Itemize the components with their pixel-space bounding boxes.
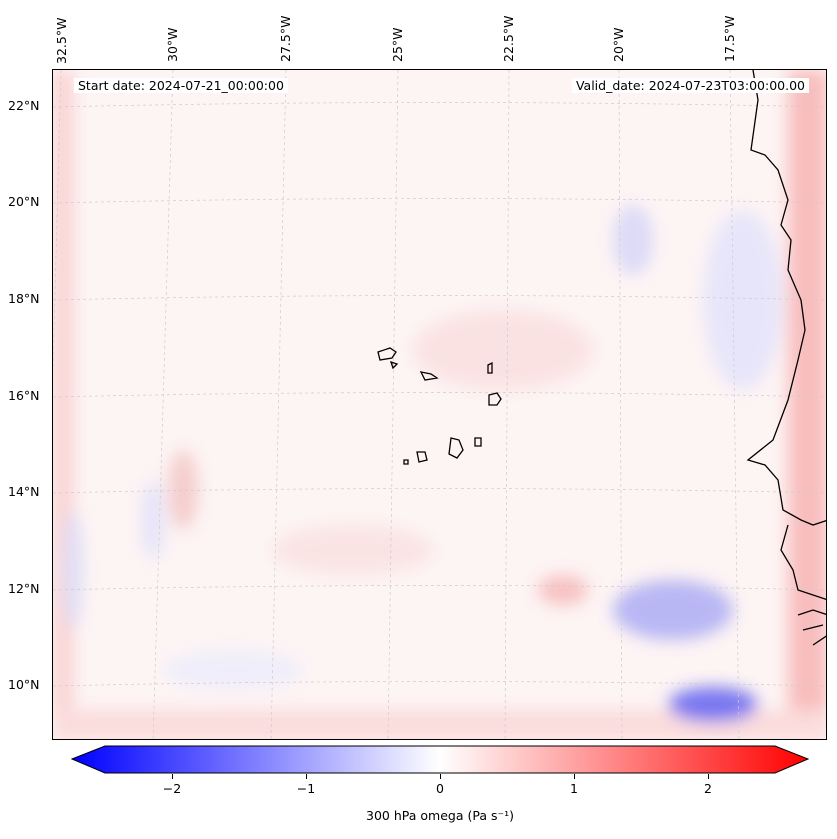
lat-label: 10°N — [8, 677, 40, 692]
lat-label: 22°N — [8, 98, 40, 113]
coastline — [377, 70, 826, 646]
lon-label: 30°W — [165, 27, 180, 62]
lon-label: 32.5°W — [54, 17, 69, 64]
lat-label: 18°N — [8, 291, 40, 306]
colorbar-tick — [440, 774, 441, 779]
valid-date: Valid_date: 2024-07-23T03:00:00.00 — [571, 78, 809, 93]
colorbar-tick-label: 1 — [570, 781, 578, 796]
lat-label: 14°N — [8, 484, 40, 499]
colorbar-tick — [708, 774, 709, 779]
lon-label: 17.5°W — [722, 15, 737, 62]
graticule — [53, 70, 826, 739]
lon-label: 25°W — [390, 27, 405, 62]
colorbar-tick — [574, 774, 575, 779]
colorbar — [70, 745, 810, 774]
colorbar-tick-label: −2 — [162, 781, 182, 796]
lat-label: 20°N — [8, 194, 40, 209]
lon-label: 22.5°W — [501, 15, 516, 62]
colorbar-tick-label: 2 — [704, 781, 712, 796]
map-panel[interactable] — [52, 69, 827, 740]
lat-label: 16°N — [8, 388, 40, 403]
colorbar-tick-label: −1 — [296, 781, 316, 796]
lat-label: 12°N — [8, 581, 40, 596]
lon-label: 20°W — [611, 27, 626, 62]
colorbar-tick — [172, 774, 173, 779]
omega-field — [53, 70, 826, 739]
colorbar-tick — [306, 774, 307, 779]
colorbar-tick-label: 0 — [436, 781, 444, 796]
start-date: Start date: 2024-07-21_00:00:00 — [74, 78, 288, 93]
lon-label: 27.5°W — [278, 15, 293, 62]
colorbar-label: 300 hPa omega (Pa s⁻¹) — [366, 808, 514, 823]
